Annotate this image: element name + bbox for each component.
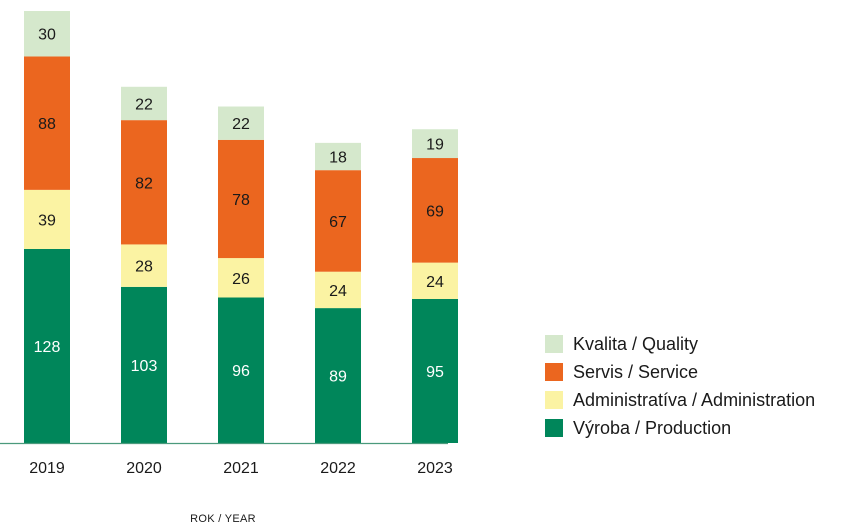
bar-segment (315, 271, 361, 309)
data-label: 19 (426, 137, 444, 154)
data-label: 128 (34, 339, 61, 356)
bar-segment (218, 139, 264, 259)
data-label: 24 (426, 274, 444, 291)
data-label: 69 (426, 203, 444, 220)
data-label: 88 (38, 116, 56, 133)
bar-segment (218, 297, 264, 443)
data-label: 22 (135, 96, 153, 113)
legend-item: Výroba / Production (545, 418, 731, 438)
bar-segment (24, 248, 70, 443)
data-label: 82 (135, 175, 153, 192)
bar-segment (218, 258, 264, 298)
data-label: 26 (232, 271, 250, 288)
x-tick-label: 2022 (320, 460, 356, 477)
legend-label: Výroba / Production (573, 418, 731, 438)
legend-swatch (545, 363, 563, 381)
legend-item: Kvalita / Quality (545, 334, 698, 354)
legend-item: Administratíva / Administration (545, 390, 815, 410)
data-label: 89 (329, 369, 347, 386)
bar-segment (315, 170, 361, 272)
x-axis-label: ROK / YEAR (190, 513, 256, 525)
data-label: 95 (426, 364, 444, 381)
bars-group: 128 39 88 30 103 28 82 22 96 26 78 22 89 24 67 18 95 24 69… (24, 11, 458, 443)
bar-segment (24, 11, 70, 57)
bar-segment (24, 56, 70, 190)
legend-label: Kvalita / Quality (573, 334, 698, 354)
data-label: 39 (38, 212, 56, 229)
legend-swatch (545, 419, 563, 437)
bar-segment (412, 262, 458, 299)
data-label: 103 (131, 358, 158, 375)
bar-segment (315, 308, 361, 443)
data-label: 24 (329, 283, 347, 300)
bar-segment (315, 142, 361, 171)
bar-segment (412, 299, 458, 443)
data-label: 28 (135, 259, 153, 276)
x-tick-label: 2021 (223, 460, 259, 477)
bar-segment (24, 189, 70, 249)
data-label: 30 (38, 27, 56, 44)
x-tick-label: 2020 (126, 460, 162, 477)
data-label: 67 (329, 214, 347, 231)
legend-swatch (545, 391, 563, 409)
x-tick-label: 2019 (29, 460, 65, 477)
data-label: 78 (232, 192, 250, 209)
data-label: 96 (232, 363, 250, 380)
legend-swatch (545, 335, 563, 353)
bar-segment (121, 120, 167, 245)
bar-segment (218, 106, 264, 140)
legend-label: Administratíva / Administration (573, 390, 815, 410)
bar-segment (121, 244, 167, 287)
legend-label: Servis / Service (573, 362, 698, 382)
bar-segment (121, 86, 167, 121)
legend: Kvalita / Quality Servis / Service Adminis… (545, 334, 815, 438)
bar-segment (412, 129, 458, 159)
bar-segment (412, 158, 458, 263)
x-tick-labels: 2019 2020 2021 2022 2023 (29, 460, 453, 477)
legend-item: Servis / Service (545, 362, 698, 382)
data-label: 18 (329, 150, 347, 167)
bar-segment (121, 286, 167, 443)
data-label: 22 (232, 116, 250, 133)
x-tick-label: 2023 (417, 460, 453, 477)
